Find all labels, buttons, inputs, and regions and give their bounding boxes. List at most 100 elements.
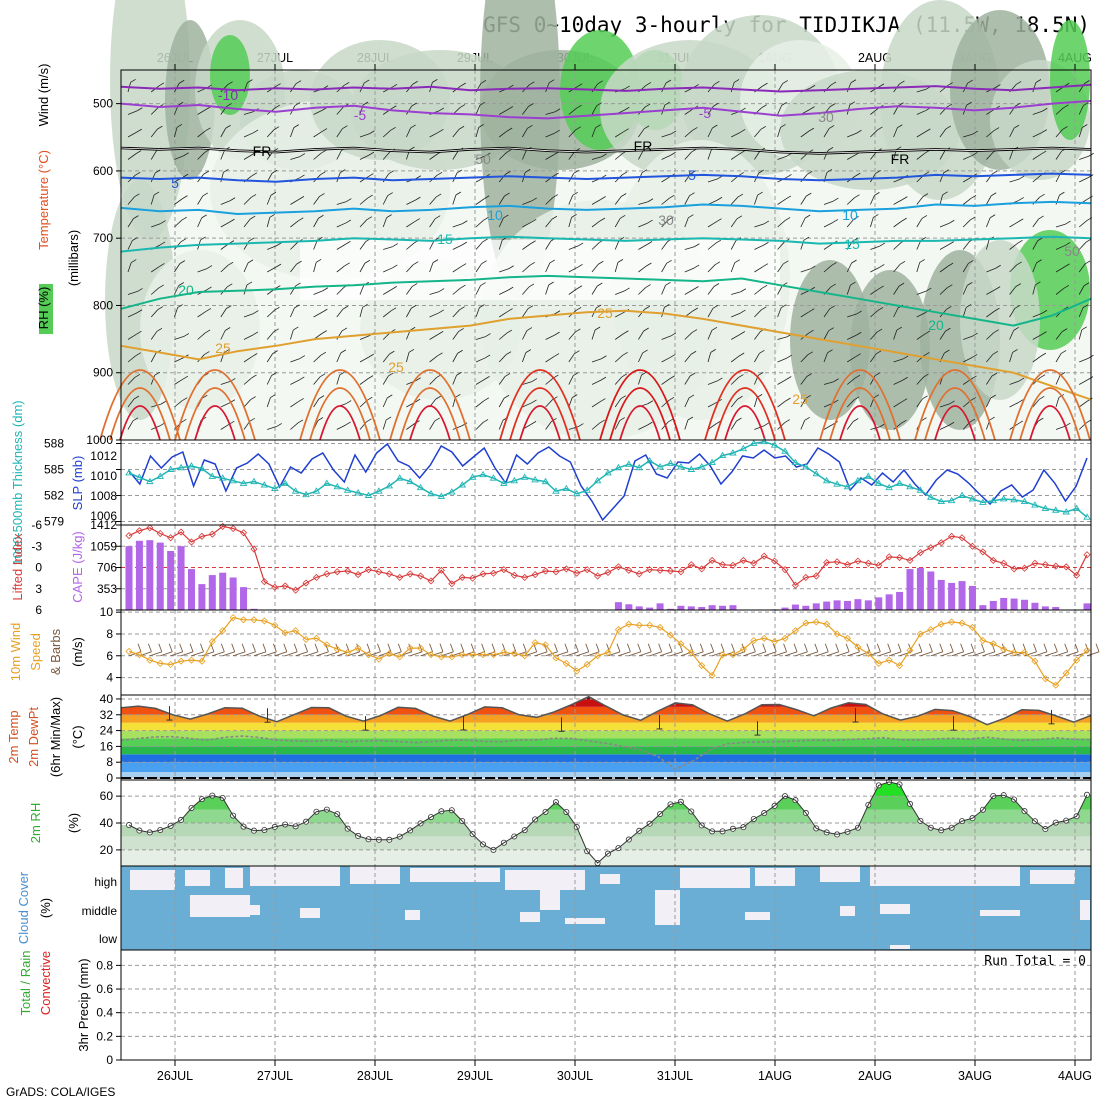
wind-barb-shaft — [522, 352, 527, 363]
cape-bar — [823, 601, 831, 610]
y-tick-label: 0.8 — [96, 958, 113, 972]
wind-barb-flag — [1017, 218, 1024, 223]
wind-barb-shaft — [638, 150, 644, 160]
wind-barb-flag — [712, 304, 719, 309]
wind-barb-shaft — [893, 199, 903, 205]
wind-barb-flag — [364, 259, 371, 264]
wind-barb-flag — [183, 152, 189, 157]
wind-barb-flag — [1060, 169, 1066, 174]
wind-barb-shaft — [684, 151, 692, 160]
y-tick-label: 700 — [93, 231, 113, 245]
rh-clear-band — [300, 240, 780, 300]
wind-speed-marker — [1041, 675, 1049, 683]
cape-bar — [802, 605, 810, 610]
wind-barb-shaft — [174, 285, 180, 295]
wind-barb-shaft — [498, 152, 507, 160]
cloud-clear-gap — [680, 868, 750, 888]
cape-bar — [146, 540, 154, 610]
wind-barb-shaft — [220, 330, 226, 340]
wind-barb-flag — [576, 306, 582, 311]
wind-barb-flag — [524, 169, 531, 173]
wind-barb-shaft — [452, 353, 458, 363]
wind-barb-flag — [645, 82, 652, 86]
wind-barb-flag — [391, 286, 397, 290]
wind-barb-flag — [484, 354, 491, 359]
wind-barb-flag — [899, 80, 905, 85]
wind-barb-shaft — [568, 288, 578, 295]
wind-barb-shaft — [1009, 330, 1015, 340]
wind-barb-shaft — [591, 401, 601, 408]
wind-barb-shaft — [313, 376, 321, 385]
wind-speed-line — [128, 616, 1088, 686]
temp-label: 2m Temp — [6, 710, 21, 763]
wind-barb-shaft — [939, 222, 950, 228]
contour-label: FR — [634, 138, 653, 154]
li-tick-label: -3 — [31, 539, 42, 553]
wind-barb-flag — [527, 305, 534, 310]
wind-barb-flag — [946, 305, 952, 310]
wind-barb-flag — [853, 215, 859, 220]
wind-barb-shaft — [847, 334, 857, 340]
wind-barb-flag — [989, 214, 996, 219]
wind-barb-flag — [318, 214, 324, 219]
wind-barb-shaft — [805, 651, 818, 657]
wind-barb-flag — [155, 169, 161, 174]
wind-barb-flag — [1062, 126, 1068, 130]
wind-barb-shaft — [127, 312, 138, 318]
wind-barb-shaft — [684, 332, 693, 340]
surface-isotherm — [119, 405, 161, 441]
li-marker — [864, 559, 872, 567]
wind-barb-shaft — [498, 311, 508, 318]
wind-barb-flag — [786, 376, 792, 380]
cloud-clear-gap — [300, 908, 320, 918]
wind-barb-shaft — [174, 307, 179, 318]
wind-barb-flag — [573, 169, 580, 174]
wind-barb-flag — [436, 171, 443, 176]
wind-barb-flag — [901, 398, 908, 403]
wind-barb-flag — [299, 376, 305, 381]
wind-barb-shaft — [475, 336, 486, 340]
wind-barb-shaft — [568, 353, 575, 363]
wind-barb-flag — [485, 152, 491, 157]
wind-barb-flag — [945, 125, 952, 130]
wind-barb-flag — [1087, 376, 1094, 380]
wind-barb-shaft — [638, 352, 643, 363]
wind-barb-shaft — [313, 196, 320, 205]
wind-barb-shaft — [382, 397, 388, 408]
wind-barb-shaft — [661, 133, 672, 138]
cape-bar — [635, 606, 643, 610]
wind-barb-flag — [397, 643, 402, 652]
contour-label: -10 — [218, 87, 238, 103]
wind-speed-marker — [416, 644, 425, 652]
wind-barb-shaft — [1032, 262, 1037, 273]
wind-barb-flag — [710, 349, 716, 353]
wind-barb-flag — [526, 327, 533, 331]
wind-barb-shaft — [1045, 651, 1058, 657]
wind-barb-shaft — [452, 375, 457, 385]
thickness-marker — [520, 473, 529, 480]
dewpoint-line — [120, 735, 1092, 771]
wind-barb-flag — [784, 419, 790, 423]
wind-barb-flag — [1042, 107, 1048, 112]
wind-barb-shaft — [1055, 288, 1065, 295]
wind-barb-shaft — [336, 244, 346, 250]
wind-barb-shaft — [359, 219, 368, 228]
wind-barb-shaft — [359, 335, 370, 340]
wind-barb-flag — [643, 125, 650, 130]
wind-barb-flag — [551, 215, 558, 220]
li-marker — [802, 573, 810, 581]
wind-barb-flag — [990, 394, 996, 399]
wind-barb-shaft — [823, 352, 828, 363]
wind-barb-flag — [877, 126, 883, 131]
wind-barb-flag — [530, 421, 537, 425]
wind-barb-flag — [1018, 197, 1024, 201]
wind-barb-flag — [1014, 102, 1021, 107]
cape-bar — [167, 551, 175, 610]
wind-barb-shaft — [545, 218, 553, 228]
wind-barb-flag — [271, 372, 277, 376]
wind-barb-flag — [879, 242, 886, 247]
contour-label: 50 — [475, 151, 491, 167]
cloud-level-label: high — [94, 875, 117, 889]
wind-barb-shaft — [638, 287, 646, 295]
